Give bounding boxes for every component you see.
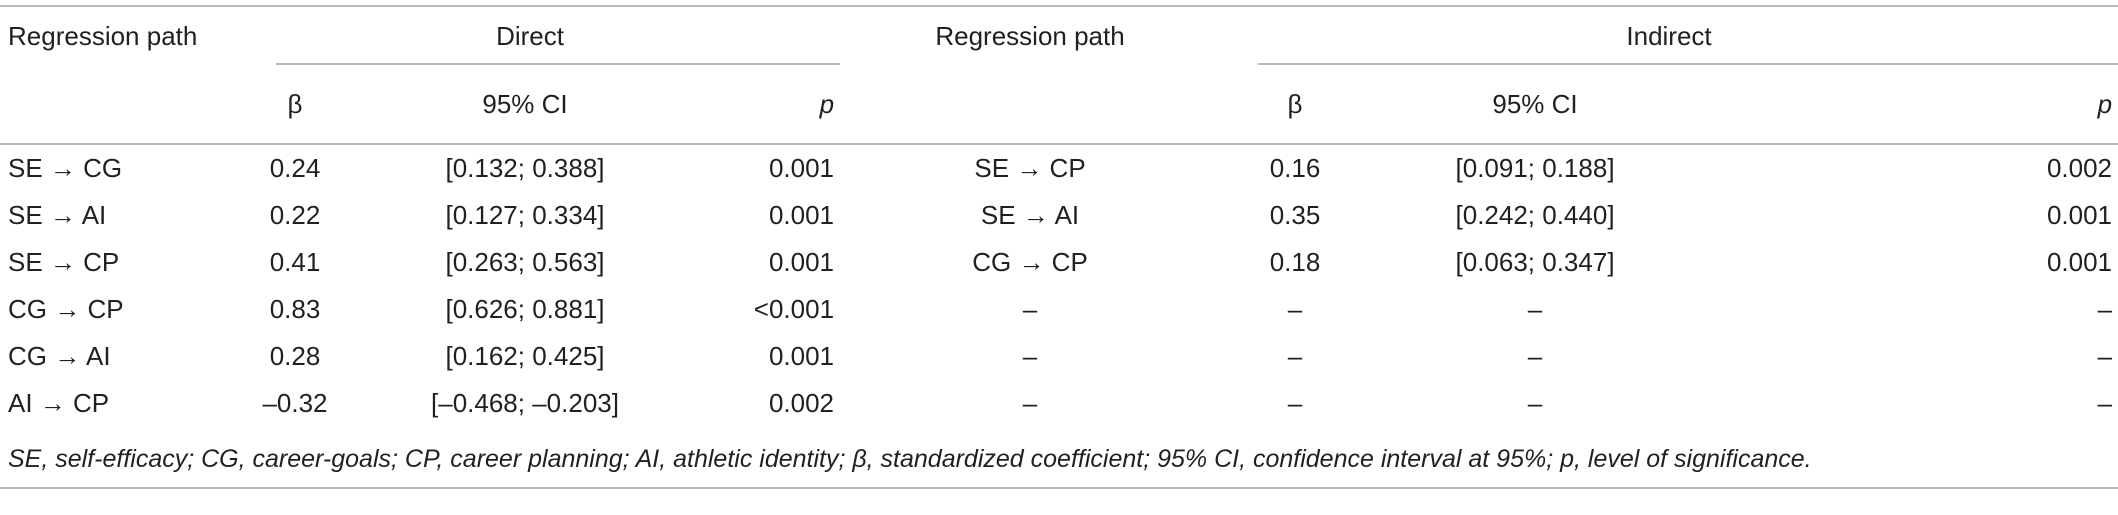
direct-beta: 0.22 <box>269 200 321 230</box>
indirect-path: SE → CP <box>974 153 1086 183</box>
indirect-ci: – <box>1527 388 1543 418</box>
direct-path: SE → CP <box>8 247 120 277</box>
header-p-indirect: p <box>1700 65 2118 145</box>
direct-ci: [–0.468; –0.203] <box>431 388 619 418</box>
table-row: SE → CG 0.24 [0.132; 0.388] 0.001 SE → C… <box>0 144 2118 192</box>
direct-ci: [0.162; 0.425] <box>445 341 605 371</box>
indirect-path: – <box>1022 294 1038 324</box>
direct-p: 0.001 <box>768 341 835 371</box>
direct-ci: [0.127; 0.334] <box>445 200 605 230</box>
direct-p: 0.001 <box>768 153 835 183</box>
header-blank-1 <box>0 65 220 145</box>
indirect-ci: – <box>1527 294 1543 324</box>
table-row: SE → CP 0.41 [0.263; 0.563] 0.001 CG → C… <box>0 239 2118 286</box>
header-ci-indirect: 95% CI <box>1370 65 1701 145</box>
direct-path: SE → CG <box>8 153 123 183</box>
indirect-path: SE → AI <box>980 200 1080 230</box>
indirect-ci: [0.242; 0.440] <box>1455 200 1615 230</box>
direct-path: SE → AI <box>8 200 107 230</box>
direct-p: 0.001 <box>768 200 835 230</box>
header-direct-label: Direct <box>496 20 564 51</box>
header-beta-indirect: β <box>1220 65 1371 145</box>
indirect-p: 0.001 <box>2046 200 2113 230</box>
header-indirect-label: Indirect <box>1626 20 1712 51</box>
direct-p: 0.002 <box>768 388 835 418</box>
header-row-1: Regression path Direct Regression path I… <box>0 5 2118 65</box>
header-direct: Direct <box>220 5 841 65</box>
indirect-beta: 0.18 <box>1269 247 1321 277</box>
header-ci-direct: 95% CI <box>370 65 680 145</box>
indirect-beta: 0.16 <box>1269 153 1321 183</box>
indirect-beta: – <box>1287 294 1303 324</box>
header-row-2: β 95% CI p β 95% CI p <box>0 65 2118 145</box>
indirect-beta: – <box>1287 388 1303 418</box>
direct-beta: 0.41 <box>269 247 321 277</box>
indirect-beta: – <box>1287 341 1303 371</box>
table-row: SE → AI 0.22 [0.127; 0.334] 0.001 SE → A… <box>0 192 2118 239</box>
header-indirect: Indirect <box>1220 5 2118 65</box>
indirect-ci: – <box>1527 341 1543 371</box>
header-blank-2 <box>840 65 1221 145</box>
direct-path: AI → CP <box>8 388 110 418</box>
header-regression-path-direct: Regression path <box>0 5 220 65</box>
direct-p: <0.001 <box>753 294 835 324</box>
direct-ci: [0.132; 0.388] <box>445 153 605 183</box>
direct-beta: –0.32 <box>262 388 328 418</box>
direct-p: 0.001 <box>768 247 835 277</box>
table-row: AI → CP –0.32 [–0.468; –0.203] 0.002 – –… <box>0 380 2118 427</box>
indirect-span-rule <box>1258 63 2118 65</box>
header-regression-path-indirect: Regression path <box>840 5 1221 65</box>
indirect-p: – <box>2097 388 2113 418</box>
indirect-ci: [0.063; 0.347] <box>1455 247 1615 277</box>
indirect-ci: [0.091; 0.188] <box>1455 153 1615 183</box>
direct-ci: [0.263; 0.563] <box>445 247 605 277</box>
table-row: CG → CP 0.83 [0.626; 0.881] <0.001 – – –… <box>0 286 2118 333</box>
table-footnote: SE, self-efficacy; CG, career-goals; CP,… <box>8 445 1812 473</box>
indirect-beta: 0.35 <box>1269 200 1321 230</box>
direct-beta: 0.83 <box>269 294 321 324</box>
indirect-path: CG → CP <box>972 247 1088 277</box>
indirect-p: 0.001 <box>2046 247 2113 277</box>
indirect-p: – <box>2097 341 2113 371</box>
direct-span-rule <box>276 63 841 65</box>
indirect-path: – <box>1022 388 1038 418</box>
table-bottom-rule <box>0 487 2118 489</box>
direct-beta: 0.28 <box>269 341 321 371</box>
direct-path: CG → AI <box>8 341 111 371</box>
direct-beta: 0.24 <box>269 153 321 183</box>
regression-table: Regression path Direct Regression path I… <box>0 5 2118 427</box>
header-beta-direct: β <box>220 65 370 145</box>
direct-ci: [0.626; 0.881] <box>445 294 605 324</box>
table-row: CG → AI 0.28 [0.162; 0.425] 0.001 – – – … <box>0 333 2118 380</box>
direct-path: CG → CP <box>8 294 124 324</box>
indirect-p: 0.002 <box>2046 153 2113 183</box>
header-p-direct: p <box>680 65 841 145</box>
indirect-path: – <box>1022 341 1038 371</box>
indirect-p: – <box>2097 294 2113 324</box>
